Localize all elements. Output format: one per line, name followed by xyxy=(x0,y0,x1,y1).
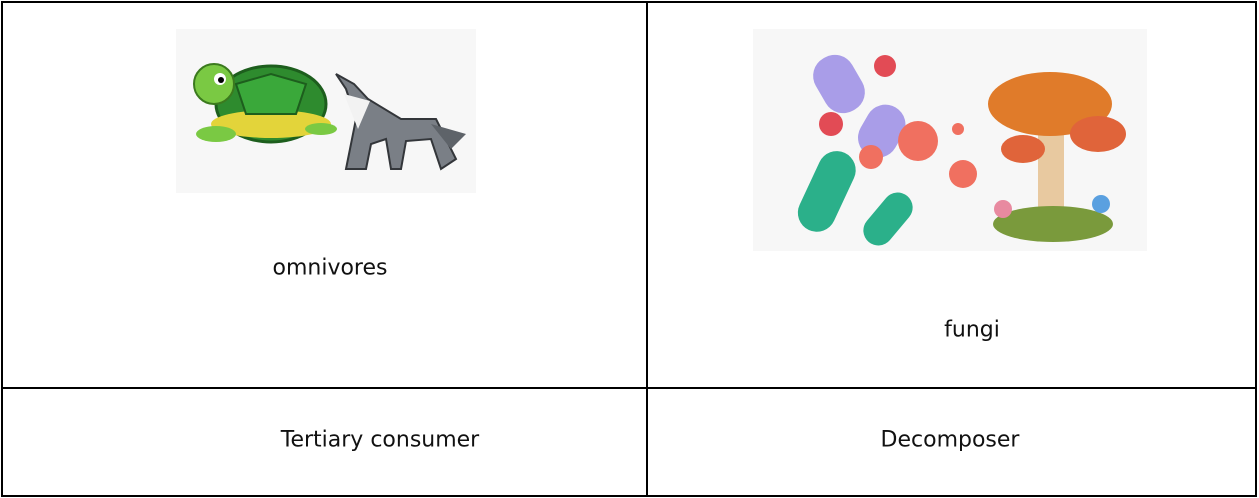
omnivore-image xyxy=(176,29,476,193)
cell-text: omnivores xyxy=(272,255,388,281)
cell-text: Tertiary consumer xyxy=(280,427,480,453)
row-divider xyxy=(1,387,1257,389)
decomposer-image xyxy=(753,29,1147,251)
border-top xyxy=(1,1,1257,3)
column-divider xyxy=(646,1,648,497)
border-bottom xyxy=(1,495,1257,497)
border-left xyxy=(1,1,3,497)
cell-text: fungi xyxy=(944,317,1000,343)
border-right xyxy=(1255,1,1257,497)
cell-text: Decomposer xyxy=(880,427,1020,453)
